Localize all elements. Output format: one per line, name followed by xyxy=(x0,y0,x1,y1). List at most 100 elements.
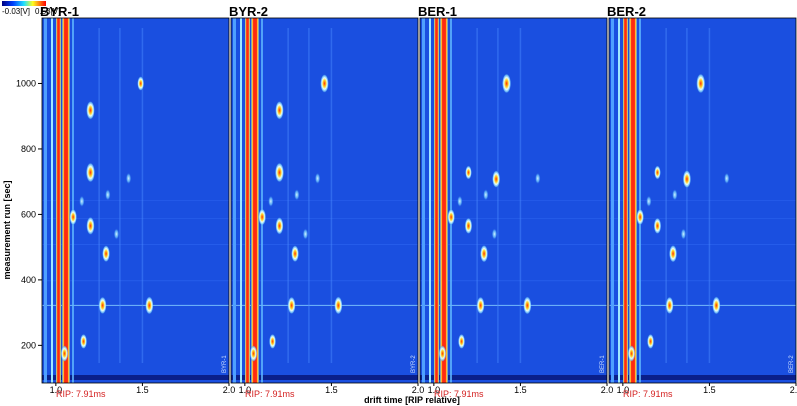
panel-vertical-label: BYR-1 xyxy=(222,355,228,373)
rip-stripe xyxy=(618,18,620,383)
rip-stripe xyxy=(240,18,242,383)
bottom-band xyxy=(231,375,418,380)
peak xyxy=(60,345,69,362)
bottom-band xyxy=(609,375,796,380)
panel-vertical-label: BER-1 xyxy=(600,355,606,373)
peak xyxy=(80,333,88,350)
peak xyxy=(302,228,309,240)
rip-stripe xyxy=(440,18,448,383)
x-tick-label: 1.0 xyxy=(428,385,441,395)
peak xyxy=(274,162,284,183)
panel-byr-2: BYR-2 BYR-2 1.0 1.5 2.0 RIP: 7.91ms xyxy=(229,4,424,399)
peak xyxy=(85,162,95,183)
peak xyxy=(291,245,299,263)
peak xyxy=(125,172,132,185)
peak xyxy=(492,170,501,188)
colorbar-min-label: -0.03[V] xyxy=(2,7,30,16)
panel-title: BER-1 xyxy=(418,4,457,19)
x-tick-label: 1.5 xyxy=(514,385,527,395)
x-tick-label: 1.0 xyxy=(617,385,630,395)
rip-stripe xyxy=(611,18,614,383)
y-axis: 200 400 600 800 1000 xyxy=(16,78,42,350)
peak xyxy=(646,195,652,208)
peak xyxy=(491,228,498,240)
rip-stripe xyxy=(56,18,61,383)
x-tick-label: 2.0 xyxy=(223,385,236,395)
panel-frame xyxy=(230,17,419,384)
rip-stripe xyxy=(72,18,74,383)
x-tick-label: 2.0 xyxy=(601,385,614,395)
panel-title: BYR-2 xyxy=(229,4,268,19)
peak xyxy=(647,333,655,350)
rip-stripe xyxy=(51,18,53,383)
panel-title: BER-2 xyxy=(607,4,646,19)
peak xyxy=(334,296,343,315)
rip-stripe xyxy=(251,18,259,383)
colorbar-gradient xyxy=(2,1,46,6)
x-tick-label: 1.0 xyxy=(50,385,63,395)
y-tick-label: 800 xyxy=(21,144,36,154)
peak xyxy=(275,217,284,235)
peak xyxy=(480,244,489,263)
peak xyxy=(680,228,687,240)
peak xyxy=(113,228,120,240)
peak xyxy=(314,172,321,185)
bottom-band xyxy=(42,375,229,380)
colorbar-max-label: 0.53[V] xyxy=(35,7,60,16)
y-tick-label: 600 xyxy=(21,209,36,219)
rip-label: RIP: 7.91ms xyxy=(56,389,106,399)
y-axis-label: measurement run [sec] xyxy=(2,180,12,279)
x-tick-label: 1.5 xyxy=(703,385,716,395)
peak xyxy=(249,345,258,362)
peak xyxy=(502,73,512,94)
rip-stripe xyxy=(434,18,439,383)
panel-ber-1: BER-1 BER-1 1.0 1.5 2.0 RIP: 7.91ms xyxy=(418,4,613,399)
colorbar: -0.03[V] 0.53[V] xyxy=(2,1,60,16)
peak xyxy=(665,296,674,315)
rip-stripe xyxy=(639,18,641,383)
rip-stripe xyxy=(429,18,431,383)
panel-frame xyxy=(608,17,797,384)
peak xyxy=(464,217,473,235)
rip-label: RIP: 7.91ms xyxy=(623,389,673,399)
x-axis-label: drift time [RIP relative] xyxy=(364,395,460,405)
peak xyxy=(268,195,274,208)
peak xyxy=(137,76,145,91)
peak xyxy=(723,172,730,185)
peak xyxy=(654,165,661,180)
peak xyxy=(672,188,678,201)
rip-label: RIP: 7.91ms xyxy=(434,389,484,399)
rip-stripe xyxy=(422,18,425,383)
panel-byr-1: BYR-1 BYR-1 1.0 1.5 2.0 RIP: 7.91ms xyxy=(40,4,235,399)
peak xyxy=(465,165,472,180)
panel-ber-2: BER-2 BER-2 1.0 1.5 2.0 RIP: 7.91ms xyxy=(607,4,797,399)
peak xyxy=(102,245,110,263)
peak xyxy=(653,217,662,235)
rip-stripe xyxy=(62,18,70,383)
peak xyxy=(79,195,85,208)
peak xyxy=(682,169,692,189)
peak xyxy=(483,188,489,201)
peak xyxy=(69,208,77,226)
panel-vertical-label: BYR-2 xyxy=(411,355,417,373)
peak xyxy=(458,333,466,350)
peak xyxy=(294,188,300,201)
peak xyxy=(712,296,721,315)
peak xyxy=(476,296,485,315)
peak xyxy=(98,296,107,315)
y-tick-label: 1000 xyxy=(16,78,36,88)
peak xyxy=(86,100,95,120)
peak xyxy=(258,208,267,226)
peak xyxy=(447,208,455,226)
rip-label: RIP: 7.91ms xyxy=(245,389,295,399)
y-tick-label: 400 xyxy=(21,275,36,285)
peak xyxy=(320,74,329,93)
rip-stripe xyxy=(450,18,452,383)
peak xyxy=(86,216,95,235)
rip-stripe xyxy=(233,18,236,383)
rip-stripe xyxy=(245,18,250,383)
bottom-band xyxy=(420,375,607,380)
panel-frame xyxy=(419,17,608,384)
x-tick-label: 1.0 xyxy=(239,385,252,395)
x-tick-label: 1.5 xyxy=(325,385,338,395)
